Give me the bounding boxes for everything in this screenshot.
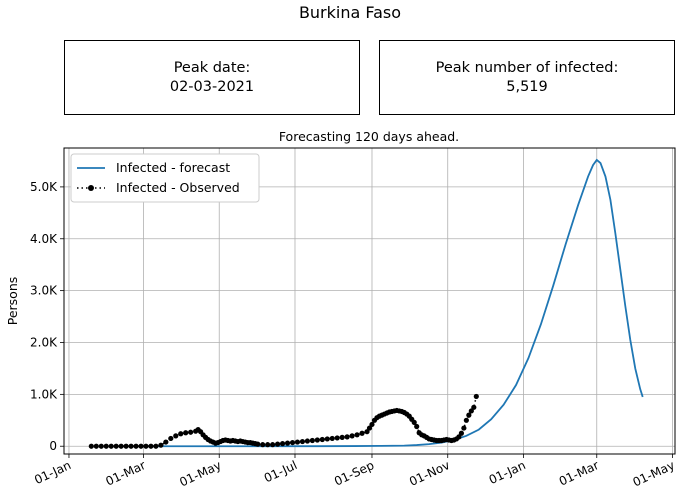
observed-point xyxy=(260,442,266,448)
observed-point xyxy=(411,419,417,425)
chart-title: Forecasting 120 days ahead. xyxy=(279,129,459,144)
plot-frame xyxy=(63,147,676,455)
observed-point xyxy=(349,433,355,439)
observed-point xyxy=(123,443,129,449)
legend-box xyxy=(70,153,260,203)
observed-point xyxy=(294,439,301,445)
observed-point xyxy=(466,412,472,418)
observed-point xyxy=(188,429,194,435)
y-axis-label: Persons xyxy=(5,277,20,326)
observed-point xyxy=(265,442,271,448)
y-tick-label: 2.0K xyxy=(30,335,58,349)
observed-line xyxy=(91,396,478,447)
x-tick-label: 01-Jan xyxy=(32,458,73,487)
observed-point xyxy=(279,441,286,447)
observed-point xyxy=(344,434,350,440)
series-layer xyxy=(88,158,644,449)
observed-point xyxy=(314,437,320,443)
observed-point xyxy=(359,430,365,436)
observed-point xyxy=(319,436,325,443)
observed-point xyxy=(178,431,184,437)
observed-point xyxy=(473,393,479,400)
y-tick-label: 4.0K xyxy=(30,232,58,246)
peak-date-value: 02-03-2021 xyxy=(169,78,255,95)
legend: Infected - forecast Infected - Observed xyxy=(70,153,260,203)
observed-point xyxy=(108,443,114,449)
observed-point xyxy=(284,440,291,446)
peak-infected-value: 5,519 xyxy=(506,78,548,95)
observed-point xyxy=(289,439,296,446)
legend-label-observed: Infected - Observed xyxy=(116,180,240,195)
observed-point xyxy=(133,443,139,449)
observed-point xyxy=(163,439,169,445)
observed-point xyxy=(329,435,335,442)
x-tick-label: 01-Mar xyxy=(104,458,148,489)
observed-point xyxy=(461,425,467,431)
observed-point xyxy=(88,443,94,449)
x-tick-label: 01-Nov xyxy=(407,458,452,489)
observed-point xyxy=(463,417,469,423)
y-tick-label: 1.0K xyxy=(30,387,58,401)
observed-point xyxy=(366,425,373,431)
observed-point xyxy=(128,443,134,449)
observed-point xyxy=(456,434,462,440)
observed-point xyxy=(369,421,375,428)
y-tick-label: 0 xyxy=(49,439,57,453)
x-tick-label: 01-Jul xyxy=(262,458,299,485)
observed-point xyxy=(153,443,159,449)
axis-ticks: 01-Jan 01-Mar 01-May 01-Jul 01-Sep 01-Nov 01-J… xyxy=(30,180,677,490)
observed-point xyxy=(270,442,276,448)
x-tick-label: 01-Sep xyxy=(332,458,376,489)
observed-point xyxy=(364,429,370,435)
observed-point xyxy=(148,443,154,449)
peak-infected-box: Peak number of infected: 5,519 xyxy=(379,40,675,115)
x-tick-label: 01-May xyxy=(631,458,677,489)
observed-point xyxy=(354,432,360,438)
observed-point xyxy=(93,443,99,449)
x-tick-label: 01-Jan xyxy=(487,458,528,487)
observed-point xyxy=(309,437,315,444)
legend-observed-marker xyxy=(88,185,94,191)
observed-point xyxy=(471,404,477,410)
observed-point xyxy=(173,433,179,439)
y-tick-label: 5.0K xyxy=(30,180,58,194)
observed-point xyxy=(334,435,340,441)
observed-point xyxy=(158,442,164,448)
observed-point xyxy=(414,423,420,430)
observed-point xyxy=(304,438,311,444)
observed-point xyxy=(183,430,189,436)
observed-point xyxy=(458,430,464,436)
observed-point xyxy=(468,408,474,414)
peak-infected-label: Peak number of infected: xyxy=(435,59,619,76)
observed-point xyxy=(275,441,281,447)
observed-point xyxy=(324,436,330,442)
x-tick-label: 01-Mar xyxy=(557,458,601,489)
page-title: Burkina Faso xyxy=(298,3,402,22)
observed-point xyxy=(98,443,104,449)
observed-point xyxy=(118,443,124,449)
legend-label-forecast: Infected - forecast xyxy=(116,160,230,175)
observed-point xyxy=(168,435,174,442)
y-tick-label: 3.0K xyxy=(30,284,58,298)
observed-point xyxy=(339,434,345,440)
peak-date-label: Peak date: xyxy=(173,59,251,76)
observed-point xyxy=(113,443,119,449)
observed-point xyxy=(138,443,144,449)
peak-date-box: Peak date: 02-03-2021 xyxy=(64,40,360,115)
x-tick-label: 01-May xyxy=(177,458,223,489)
observed-point xyxy=(103,443,109,449)
forecast-line xyxy=(143,158,644,448)
observed-point xyxy=(299,438,306,445)
observed-point xyxy=(255,441,261,447)
observed-point xyxy=(143,443,149,449)
